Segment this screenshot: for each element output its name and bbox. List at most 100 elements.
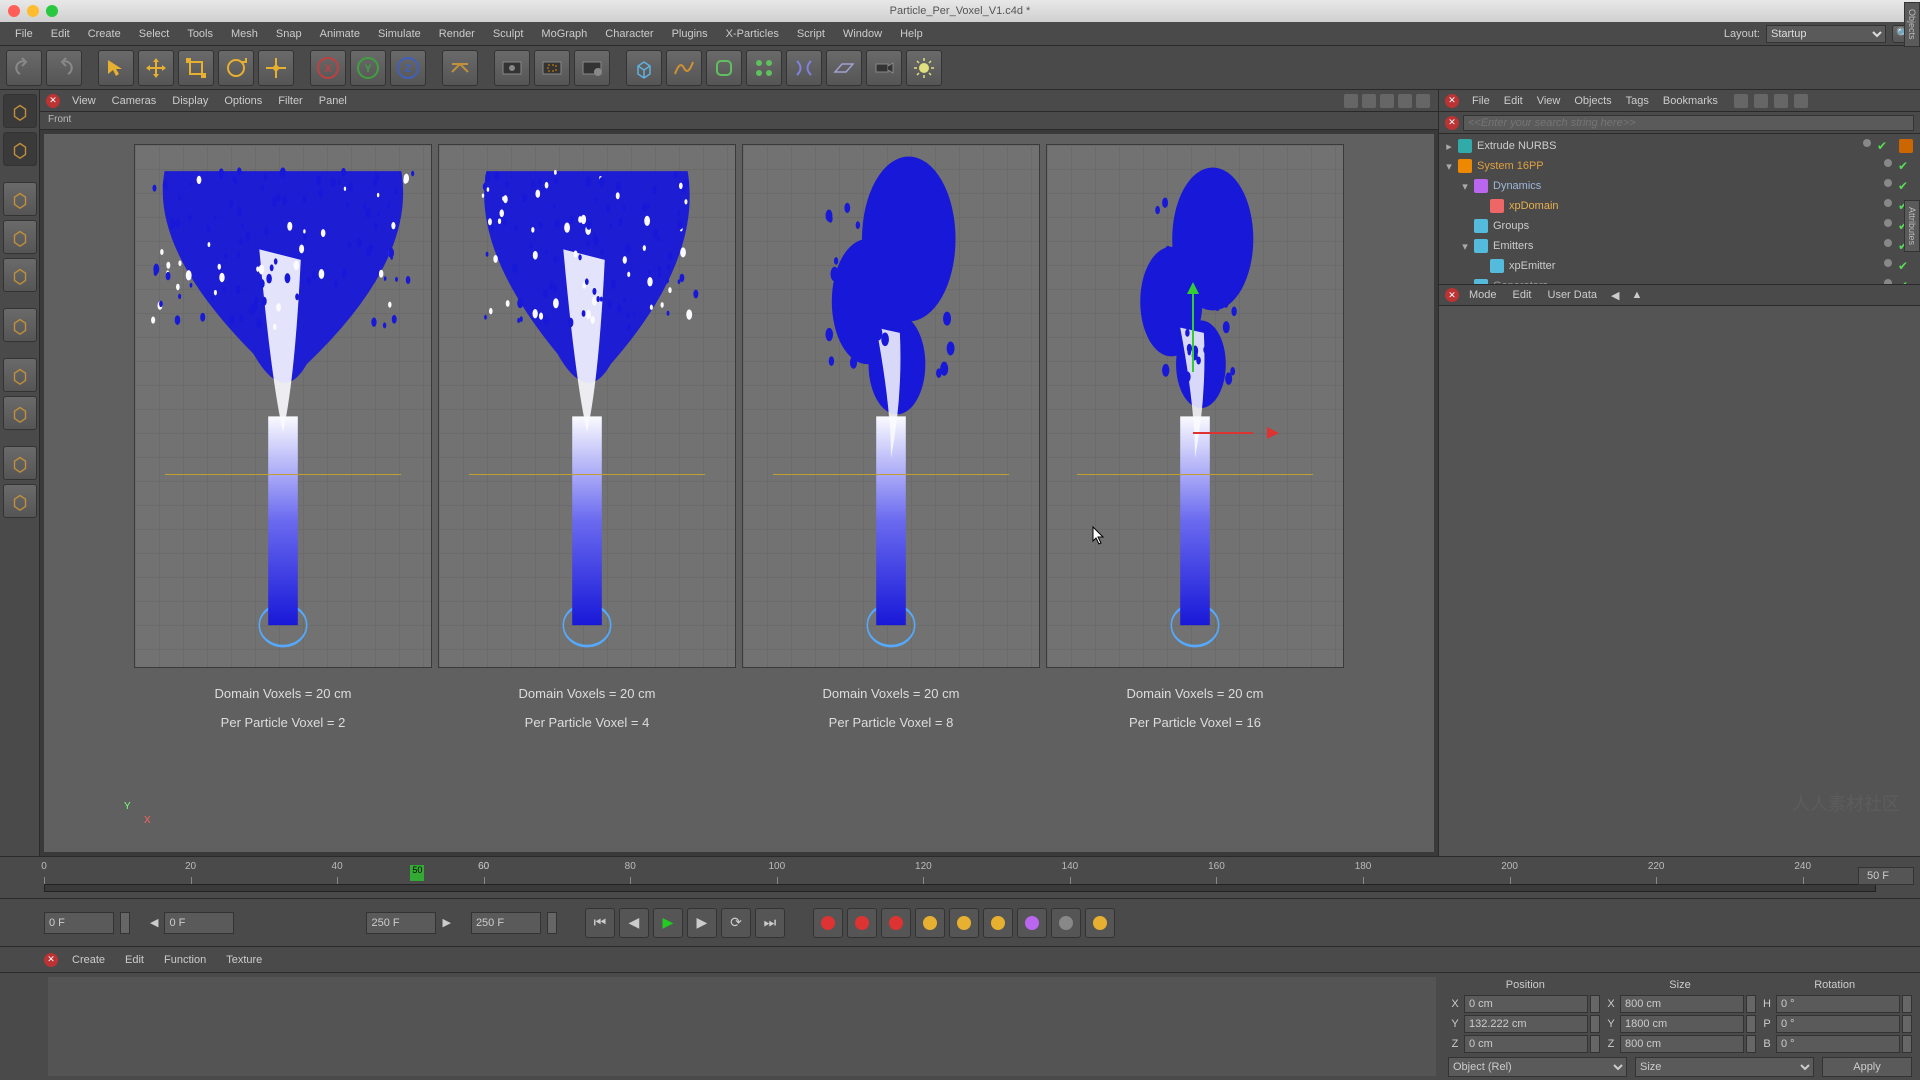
menu-plugins[interactable]: Plugins — [663, 28, 717, 40]
range-start-field[interactable]: 0 F — [44, 912, 114, 934]
tree-row-xpemitter[interactable]: xpEmitter ✔ — [1439, 256, 1920, 276]
menu-select[interactable]: Select — [130, 28, 179, 40]
matmenu-create[interactable]: Create — [62, 954, 115, 966]
menu-help[interactable]: Help — [891, 28, 932, 40]
tree-row-system-16pp[interactable]: ▾ System 16PP ✔ — [1439, 156, 1920, 176]
cube-button[interactable] — [626, 50, 662, 86]
menu-tools[interactable]: Tools — [178, 28, 222, 40]
viewport[interactable]: Domain Voxels = 20 cmPer Particle Voxel … — [44, 134, 1434, 852]
obj-ic-4[interactable] — [1794, 94, 1808, 108]
vp-icon-4[interactable] — [1398, 94, 1412, 108]
menu-x-particles[interactable]: X-Particles — [717, 28, 788, 40]
coord-mode-select[interactable]: Object (Rel) — [1448, 1057, 1627, 1077]
z-axis-button[interactable]: Z — [390, 50, 426, 86]
objmenu-view[interactable]: View — [1530, 95, 1568, 107]
objmenu-edit[interactable]: Edit — [1497, 95, 1530, 107]
range-next-icon[interactable]: ▶ — [442, 916, 450, 929]
menu-simulate[interactable]: Simulate — [369, 28, 430, 40]
attr-close-icon[interactable]: ✕ — [1445, 288, 1459, 302]
render-region-button[interactable] — [534, 50, 570, 86]
edges-mode-button[interactable] — [3, 220, 37, 254]
camera-button[interactable] — [866, 50, 902, 86]
current-frame-field[interactable]: 50 F — [1858, 867, 1914, 885]
render-button[interactable] — [494, 50, 530, 86]
obj-ic-3[interactable] — [1774, 94, 1788, 108]
menu-animate[interactable]: Animate — [311, 28, 369, 40]
texture-mode-button[interactable] — [3, 132, 37, 166]
attrmenu-mode[interactable]: Mode — [1461, 289, 1505, 301]
model-mode-button[interactable] — [3, 94, 37, 128]
undo-button[interactable] — [6, 50, 42, 86]
tree-row-xpdomain[interactable]: xpDomain ✔ — [1439, 196, 1920, 216]
spline-button[interactable] — [666, 50, 702, 86]
vpmenu-panel[interactable]: Panel — [311, 95, 355, 107]
goto-start-button[interactable]: ⏮ — [585, 908, 615, 938]
pos-key-button[interactable] — [915, 908, 945, 938]
range-end-field[interactable]: 250 F — [471, 912, 541, 934]
objmenu-objects[interactable]: Objects — [1567, 95, 1618, 107]
polys-mode-button[interactable] — [3, 258, 37, 292]
menu-mograph[interactable]: MoGraph — [532, 28, 596, 40]
size-z-field[interactable]: 800 cm — [1620, 1035, 1744, 1053]
live-select-button[interactable] — [98, 50, 134, 86]
gizmo-y-axis[interactable] — [1192, 292, 1194, 372]
playhead[interactable]: 50 — [410, 865, 424, 881]
attr-nav-up-icon[interactable]: ▲ — [1632, 289, 1643, 301]
array-button[interactable] — [746, 50, 782, 86]
coord-button[interactable] — [442, 50, 478, 86]
matmenu-edit[interactable]: Edit — [115, 954, 154, 966]
snap-mode-button[interactable] — [3, 358, 37, 392]
move-button[interactable] — [138, 50, 174, 86]
vp-icon-3[interactable] — [1380, 94, 1394, 108]
vpmenu-options[interactable]: Options — [216, 95, 270, 107]
tree-row-dynamics[interactable]: ▾ Dynamics ✔ — [1439, 176, 1920, 196]
pos-y-field[interactable]: 132.222 cm — [1464, 1015, 1588, 1033]
timeline-btn-button[interactable] — [1085, 908, 1115, 938]
vpmenu-view[interactable]: View — [64, 95, 104, 107]
close-light[interactable] — [8, 5, 20, 17]
anim-layer-button[interactable] — [1051, 908, 1081, 938]
x-axis-button[interactable]: X — [310, 50, 346, 86]
param-key-button[interactable] — [1017, 908, 1047, 938]
timeline[interactable]: 0204060801001201401601802002202406050 50… — [0, 856, 1920, 898]
tree-row-generators[interactable]: Generators ✔ — [1439, 276, 1920, 284]
matmenu-texture[interactable]: Texture — [216, 954, 272, 966]
zoom-light[interactable] — [46, 5, 58, 17]
menu-edit[interactable]: Edit — [42, 28, 79, 40]
locked-mode-button[interactable] — [3, 484, 37, 518]
objmenu-bookmarks[interactable]: Bookmarks — [1656, 95, 1725, 107]
nurbs-button[interactable] — [706, 50, 742, 86]
menu-sculpt[interactable]: Sculpt — [484, 28, 533, 40]
rot-key-button[interactable] — [983, 908, 1013, 938]
tree-row-emitters[interactable]: ▾ Emitters ✔ — [1439, 236, 1920, 256]
autokey-button[interactable] — [847, 908, 877, 938]
vpmenu-cameras[interactable]: Cameras — [104, 95, 165, 107]
goto-end-button[interactable]: ⏭ — [755, 908, 785, 938]
gizmo-x-axis[interactable] — [1193, 432, 1253, 434]
pos-z-field[interactable]: 0 cm — [1464, 1035, 1588, 1053]
objects-search-input[interactable] — [1463, 115, 1914, 131]
layout-dropdown[interactable]: Startup — [1766, 25, 1886, 43]
play-button[interactable]: ▶ — [653, 908, 683, 938]
y-axis-button[interactable]: Y — [350, 50, 386, 86]
tree-row-groups[interactable]: Groups ✔ — [1439, 216, 1920, 236]
size-y-field[interactable]: 1800 cm — [1620, 1015, 1744, 1033]
vp-icon-1[interactable] — [1344, 94, 1358, 108]
apply-button[interactable]: Apply — [1822, 1057, 1912, 1077]
loop-button[interactable]: ⟳ — [721, 908, 751, 938]
vp-icon-5[interactable] — [1416, 94, 1430, 108]
tree-row-extrude-nurbs[interactable]: ▸ Extrude NURBS ✔ — [1439, 136, 1920, 156]
workplane-mode-button[interactable] — [3, 396, 37, 430]
attrmenu-user-data[interactable]: User Data — [1540, 289, 1606, 301]
range-prev-icon[interactable]: ◀ — [150, 916, 158, 929]
points-mode-button[interactable] — [3, 182, 37, 216]
redo-button[interactable] — [46, 50, 82, 86]
soft-mode-button[interactable] — [3, 446, 37, 480]
menu-file[interactable]: File — [6, 28, 42, 40]
rot-b-field[interactable]: 0 ° — [1776, 1035, 1900, 1053]
objmenu-file[interactable]: File — [1465, 95, 1497, 107]
search-clear-icon[interactable]: ✕ — [1445, 116, 1459, 130]
object-tree[interactable]: ▸ Extrude NURBS ✔ ▾ System 16PP ✔ ▾ Dyna… — [1439, 134, 1920, 284]
deformer-button[interactable] — [786, 50, 822, 86]
menu-mesh[interactable]: Mesh — [222, 28, 267, 40]
